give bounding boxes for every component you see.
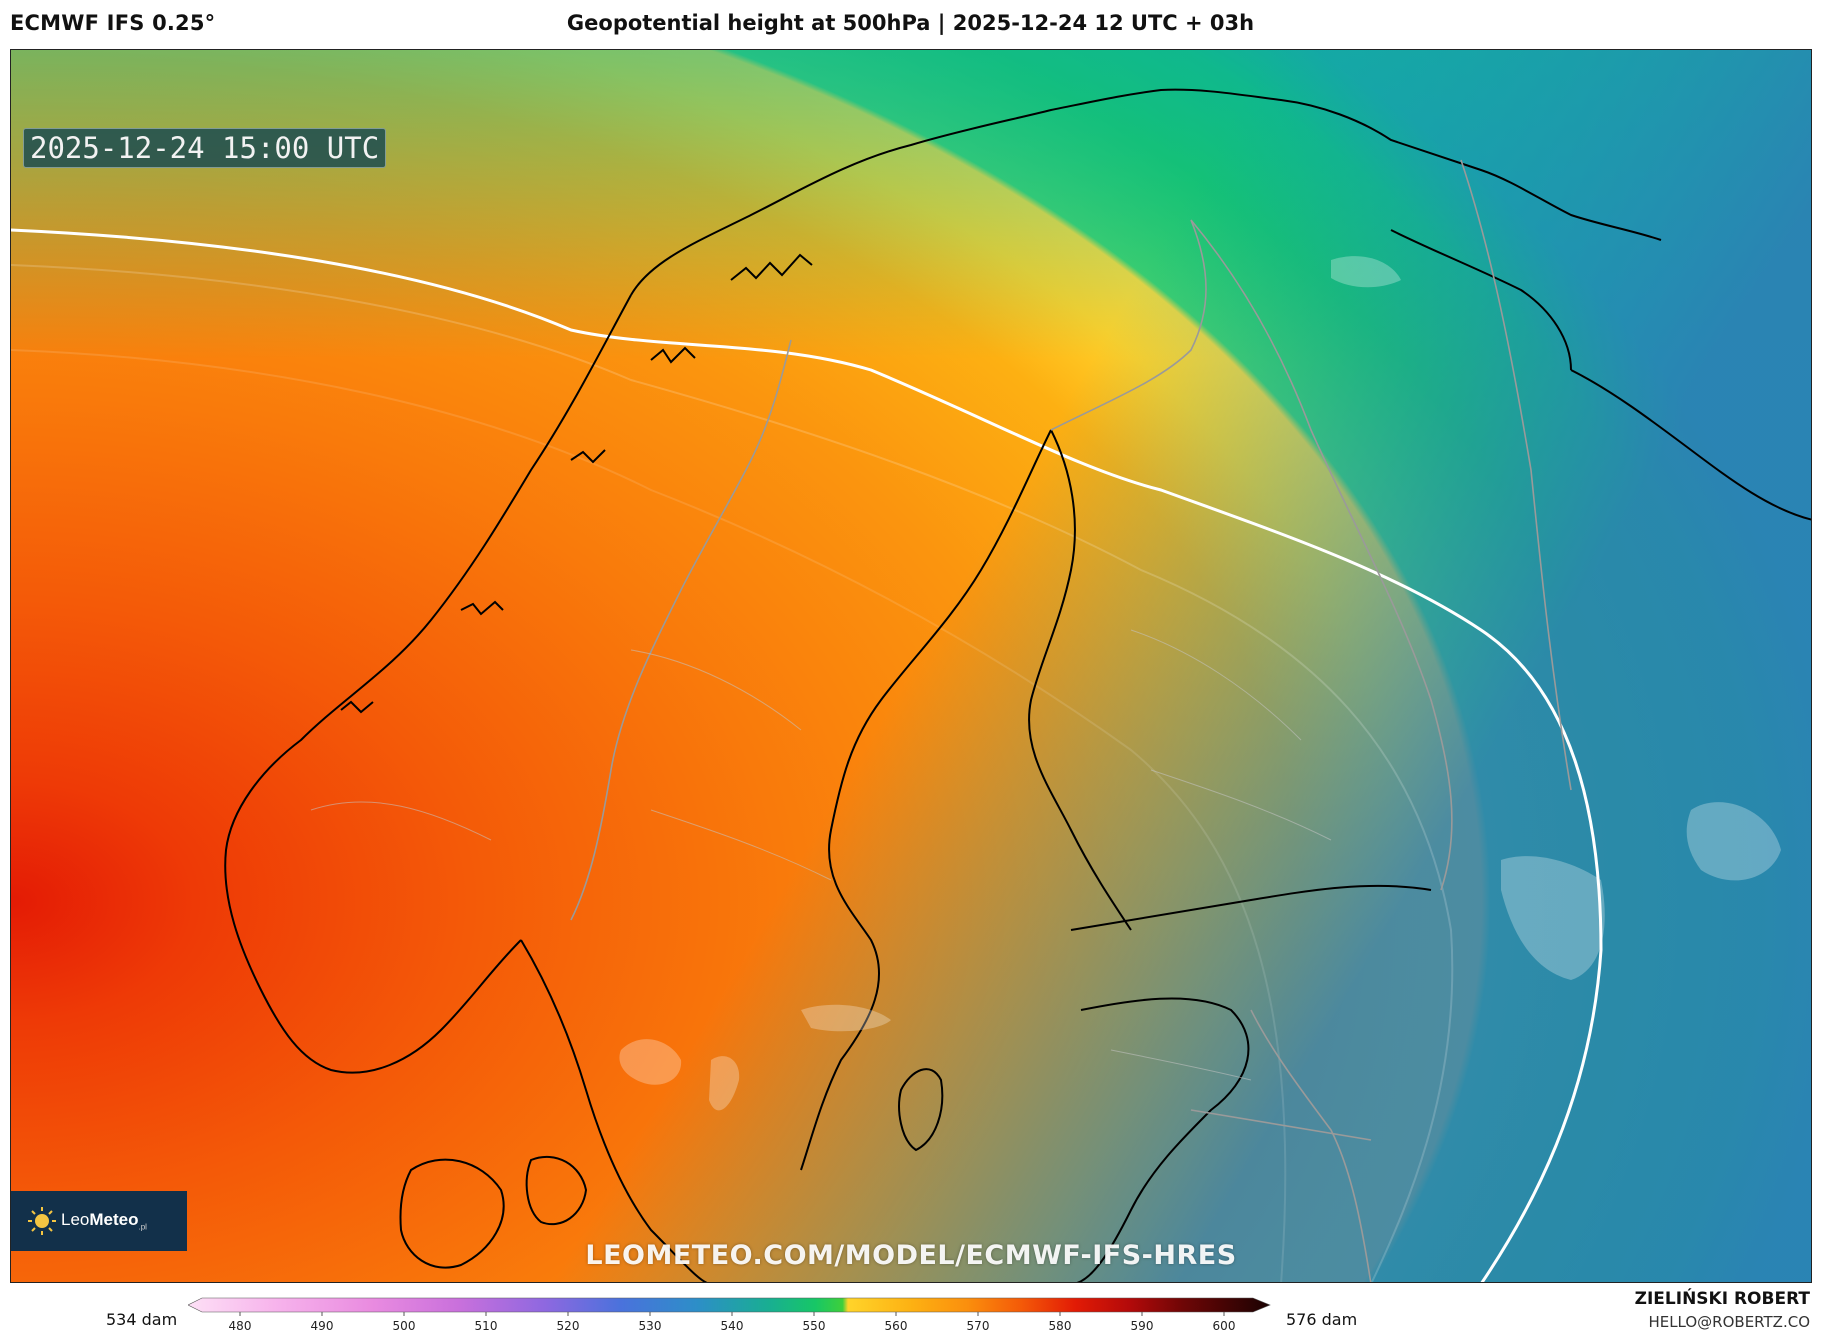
colorbar-tick-label: 590	[1131, 1319, 1154, 1333]
model-label: ECMWF IFS 0.25°	[10, 11, 216, 35]
author-name: ZIELIŃSKI ROBERT	[1634, 1289, 1810, 1309]
internal-borders	[310, 629, 1332, 1081]
sun-icon	[28, 1207, 56, 1235]
scale-min-label: 534 dam	[106, 1310, 178, 1329]
colorbar: 480 490 500 510 520 530 540 550 560 570 580 590 600	[188, 1297, 1271, 1333]
colorbar-tick-label: 490	[311, 1319, 334, 1333]
contour-line-552	[11, 228, 1603, 1282]
colorbar-tick-label: 510	[475, 1319, 498, 1333]
map-panel[interactable]: 2025-12-24 15:00 UTC LeoMeteo.pl LEOMETE…	[10, 49, 1812, 1283]
colorbar-tick-label: 520	[557, 1319, 580, 1333]
colorbar-tick-label: 550	[803, 1319, 826, 1333]
leometeo-logo[interactable]: LeoMeteo.pl	[11, 1191, 187, 1251]
colorbar-tick-label: 540	[721, 1319, 744, 1333]
valid-time-badge: 2025-12-24 15:00 UTC	[23, 128, 387, 168]
colorbar-tick-label: 480	[229, 1319, 252, 1333]
colorbar-ticks: 480 490 500 510 520 530 540 550 560 570 580 590 600	[229, 1312, 1236, 1333]
author-contact[interactable]: HELLO@ROBERTZ.CO	[1648, 1313, 1810, 1331]
coastlines	[224, 88, 1811, 1282]
colorbar-tick-label: 600	[1213, 1319, 1236, 1333]
colorbar-tick-label: 580	[1049, 1319, 1072, 1333]
logo-wordmark: LeoMeteo.pl	[61, 1210, 147, 1232]
geopotential-map	[11, 50, 1811, 1282]
colorbar-tick-label: 530	[639, 1319, 662, 1333]
watermark-url: LEOMETEO.COM/MODEL/ECMWF-IFS-HRES	[585, 1240, 1237, 1271]
lakes	[619, 256, 1781, 1111]
borders	[570, 159, 1572, 1282]
scale-max-label: 576 dam	[1286, 1310, 1358, 1329]
colorbar-tick-label: 500	[393, 1319, 416, 1333]
colorbar-tick-label: 570	[967, 1319, 990, 1333]
chart-title: Geopotential height at 500hPa | 2025-12-…	[566, 11, 1255, 35]
colorbar-tick-label: 560	[885, 1319, 908, 1333]
